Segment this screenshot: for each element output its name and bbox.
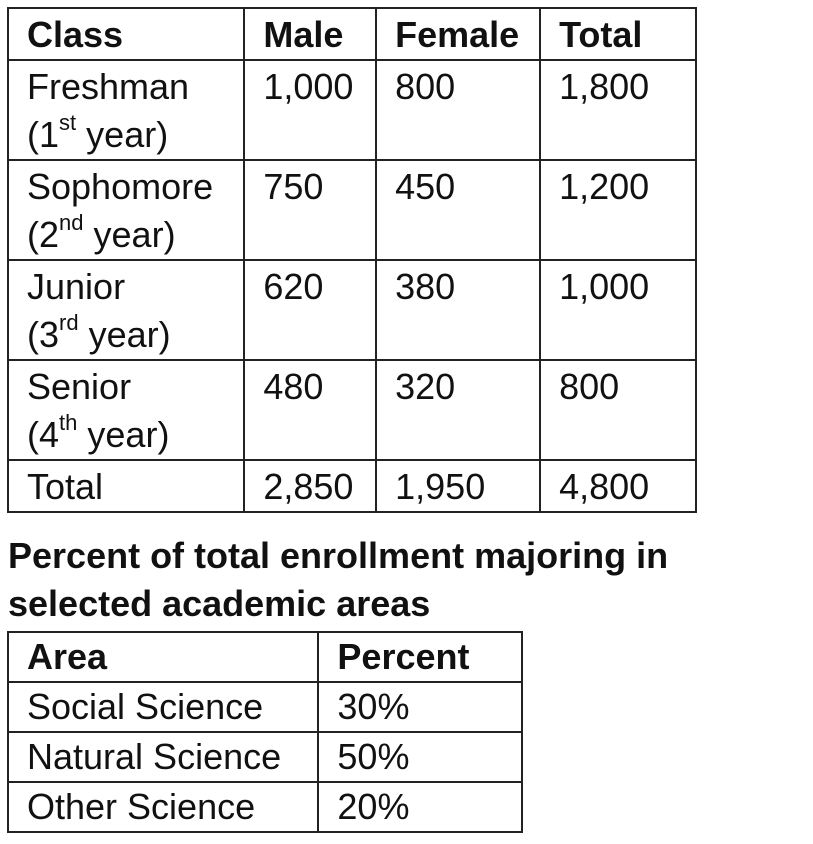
area-cell: Natural Science: [6, 731, 320, 783]
year-number: 1: [39, 114, 60, 155]
header-percent: Percent: [317, 631, 523, 683]
enrollment-header-row: Class Male Female Total: [6, 7, 697, 61]
class-cell: Sophomore (2nd year): [6, 159, 246, 261]
year-suffix: st: [59, 110, 77, 135]
table-row: Senior (4th year) 480 320 800: [6, 359, 697, 461]
year-word: year: [87, 414, 158, 455]
class-cell: Senior (4th year): [6, 359, 246, 461]
area-table: Area Percent Social Science 30% Natural …: [6, 631, 523, 833]
table-row: Freshman (1st year) 1,000 800 1,800: [6, 59, 697, 161]
percent-cell: 50%: [317, 731, 523, 783]
female-cell: 320: [375, 359, 542, 461]
class-name: Senior: [27, 366, 132, 407]
table-row: Social Science 30%: [6, 681, 523, 733]
header-class: Class: [6, 7, 246, 61]
table-row: Junior (3rd year) 620 380 1,000: [6, 259, 697, 361]
percent-cell: 30%: [317, 681, 523, 733]
class-cell: Freshman (1st year): [6, 59, 246, 161]
year-word: year: [88, 314, 159, 355]
male-total-cell: 2,850: [243, 459, 378, 513]
male-cell: 1,000: [243, 59, 378, 161]
area-cell: Other Science: [6, 781, 320, 833]
header-area: Area: [6, 631, 320, 683]
total-cell: 1,200: [539, 159, 697, 261]
class-name: Sophomore: [27, 166, 214, 207]
year-number: 4: [39, 414, 60, 455]
header-male: Male: [243, 7, 378, 61]
year-number: 3: [39, 314, 60, 355]
header-total: Total: [539, 7, 697, 61]
section-title: Percent of total enrollment majoring in …: [8, 535, 669, 624]
header-female: Female: [375, 7, 542, 61]
table-row: Sophomore (2nd year) 750 450 1,200: [6, 159, 697, 261]
percent-cell: 20%: [317, 781, 523, 833]
area-cell: Social Science: [6, 681, 320, 733]
female-cell: 380: [375, 259, 542, 361]
male-cell: 750: [243, 159, 378, 261]
area-header-row: Area Percent: [6, 631, 523, 683]
year-number: 2: [39, 214, 60, 255]
total-cell: 1,000: [539, 259, 697, 361]
female-cell: 800: [375, 59, 542, 161]
male-cell: 480: [243, 359, 378, 461]
female-total-cell: 1,950: [375, 459, 542, 513]
total-row: Total 2,850 1,950 4,800: [6, 459, 697, 513]
year-word: year: [86, 114, 157, 155]
year-suffix: rd: [59, 310, 79, 335]
male-cell: 620: [243, 259, 378, 361]
year-suffix: th: [59, 410, 78, 435]
year-word: year: [93, 214, 164, 255]
grand-total-cell: 4,800: [539, 459, 697, 513]
total-label-cell: Total: [6, 459, 246, 513]
class-cell: Junior (3rd year): [6, 259, 246, 361]
table-row: Natural Science 50%: [6, 731, 523, 783]
total-cell: 800: [539, 359, 697, 461]
total-cell: 1,800: [539, 59, 697, 161]
female-cell: 450: [375, 159, 542, 261]
class-name: Junior: [27, 266, 126, 307]
table-row: Other Science 20%: [6, 781, 523, 833]
class-name: Freshman: [27, 66, 190, 107]
year-suffix: nd: [59, 210, 84, 235]
enrollment-table: Class Male Female Total Freshman (1st yea…: [6, 7, 697, 513]
